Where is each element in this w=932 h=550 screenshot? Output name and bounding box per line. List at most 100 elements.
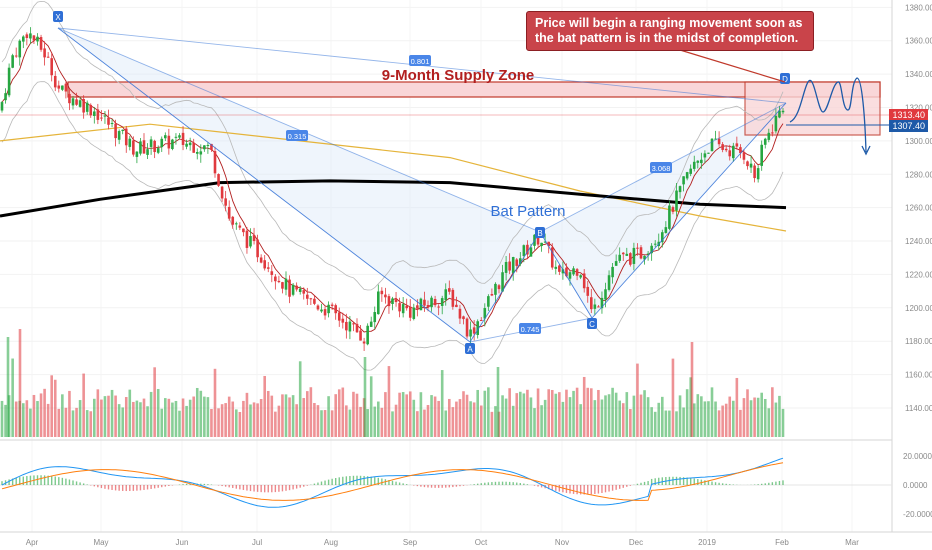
candle-body	[284, 278, 288, 290]
price-tick-label: 1280.00	[905, 170, 932, 179]
volume-bar	[565, 389, 568, 437]
time-axis: Apr May Jun Jul Aug Sep Oct Nov Dec 2019 Feb Mar	[26, 538, 859, 547]
volume-bar	[586, 387, 590, 437]
candle-body	[366, 325, 369, 345]
candle-body	[85, 102, 89, 112]
candle-body	[22, 36, 25, 42]
candle-body	[192, 142, 195, 153]
volume-bar	[213, 368, 217, 437]
volume-bar	[71, 410, 75, 437]
candle-body	[625, 253, 629, 256]
volume-bar	[543, 399, 547, 437]
volume-bar	[270, 395, 274, 437]
candle-body	[714, 138, 717, 140]
candle-body	[671, 207, 675, 212]
volume-bar	[110, 389, 114, 437]
callout-pointer	[679, 49, 786, 83]
projected-path	[789, 77, 867, 153]
price-axis: 1140.00 1160.00 1180.00 1200.00 1220.00 1240.…	[903, 3, 932, 519]
candle-body	[508, 261, 511, 271]
volume-bar	[64, 407, 68, 437]
volume-bar	[85, 410, 89, 437]
pattern-bcd-fill	[540, 103, 786, 318]
candle-body	[778, 110, 781, 118]
volume-bar	[103, 396, 107, 437]
volume-bar	[39, 393, 43, 437]
candle-body	[408, 306, 412, 318]
point-badge	[53, 11, 63, 22]
volume-bar	[668, 410, 671, 437]
volume-bar	[621, 403, 625, 437]
candle-body	[387, 296, 391, 307]
candle-body	[75, 99, 78, 105]
volume-bar	[614, 392, 618, 437]
candle-body	[529, 247, 533, 257]
volume-bar	[302, 398, 306, 437]
volume-bar	[377, 401, 380, 437]
volume-bar	[728, 396, 732, 437]
candle-body	[295, 285, 298, 290]
point-label: D	[782, 75, 788, 84]
volume-bar	[416, 411, 419, 437]
volume-bar	[657, 402, 661, 437]
candle-body	[25, 34, 29, 38]
candle-body	[117, 131, 121, 140]
volume-bar	[504, 398, 508, 437]
volume-bar	[550, 389, 554, 437]
pattern-points: X A B C D	[53, 11, 790, 354]
price-tick-label: 1380.00	[905, 3, 932, 12]
candle-body	[497, 285, 501, 290]
candle-body	[462, 316, 465, 320]
volume-bar	[135, 400, 139, 437]
volume-bar	[444, 410, 448, 437]
volume-bar	[0, 400, 4, 437]
candle-body	[4, 93, 7, 101]
volume-bar	[89, 411, 93, 437]
time-tick-label: Feb	[775, 538, 789, 547]
volume-bar	[433, 396, 437, 437]
candle-body	[522, 245, 526, 256]
volume-bar	[753, 397, 756, 437]
candle-body	[678, 186, 682, 193]
time-tick-label: Apr	[26, 538, 39, 547]
candle-body	[327, 304, 330, 314]
candle-body	[128, 138, 132, 147]
candle-body	[600, 297, 604, 309]
time-tick-label: Jun	[176, 538, 189, 547]
candle-body	[188, 142, 192, 146]
volume-bar	[195, 387, 199, 437]
candle-body	[636, 247, 639, 249]
volume-bar	[746, 389, 749, 437]
point-label: A	[467, 345, 473, 354]
volume-bar	[618, 400, 621, 437]
volume-bar	[128, 389, 132, 437]
grid	[0, 0, 892, 532]
candle-body	[661, 232, 664, 243]
volume-bar	[593, 400, 597, 437]
candle-body	[501, 272, 504, 292]
candle-body	[536, 236, 540, 245]
volume-bar	[167, 398, 171, 437]
volume-bar	[423, 409, 426, 437]
candle-body	[78, 100, 82, 107]
bollinger-upper	[1, 0, 784, 291]
volume-bar	[36, 401, 39, 437]
candle-body	[682, 176, 685, 185]
volume-bar	[710, 387, 714, 437]
candle-body	[110, 123, 114, 125]
volume-bar	[646, 397, 650, 437]
volume-bar	[419, 392, 423, 437]
volume-bar	[171, 402, 174, 437]
candle-body	[519, 258, 522, 265]
candle-body	[575, 269, 579, 276]
candle-body	[717, 138, 721, 145]
volume-bar	[203, 396, 206, 437]
candle-body	[568, 272, 572, 279]
volume-bar	[366, 409, 369, 437]
volume-bar	[242, 400, 245, 437]
volume-bar	[536, 388, 540, 437]
volume-bar	[192, 396, 195, 437]
volume-bar	[494, 406, 497, 437]
volume-bar	[781, 408, 785, 437]
volume-bar	[252, 402, 256, 437]
